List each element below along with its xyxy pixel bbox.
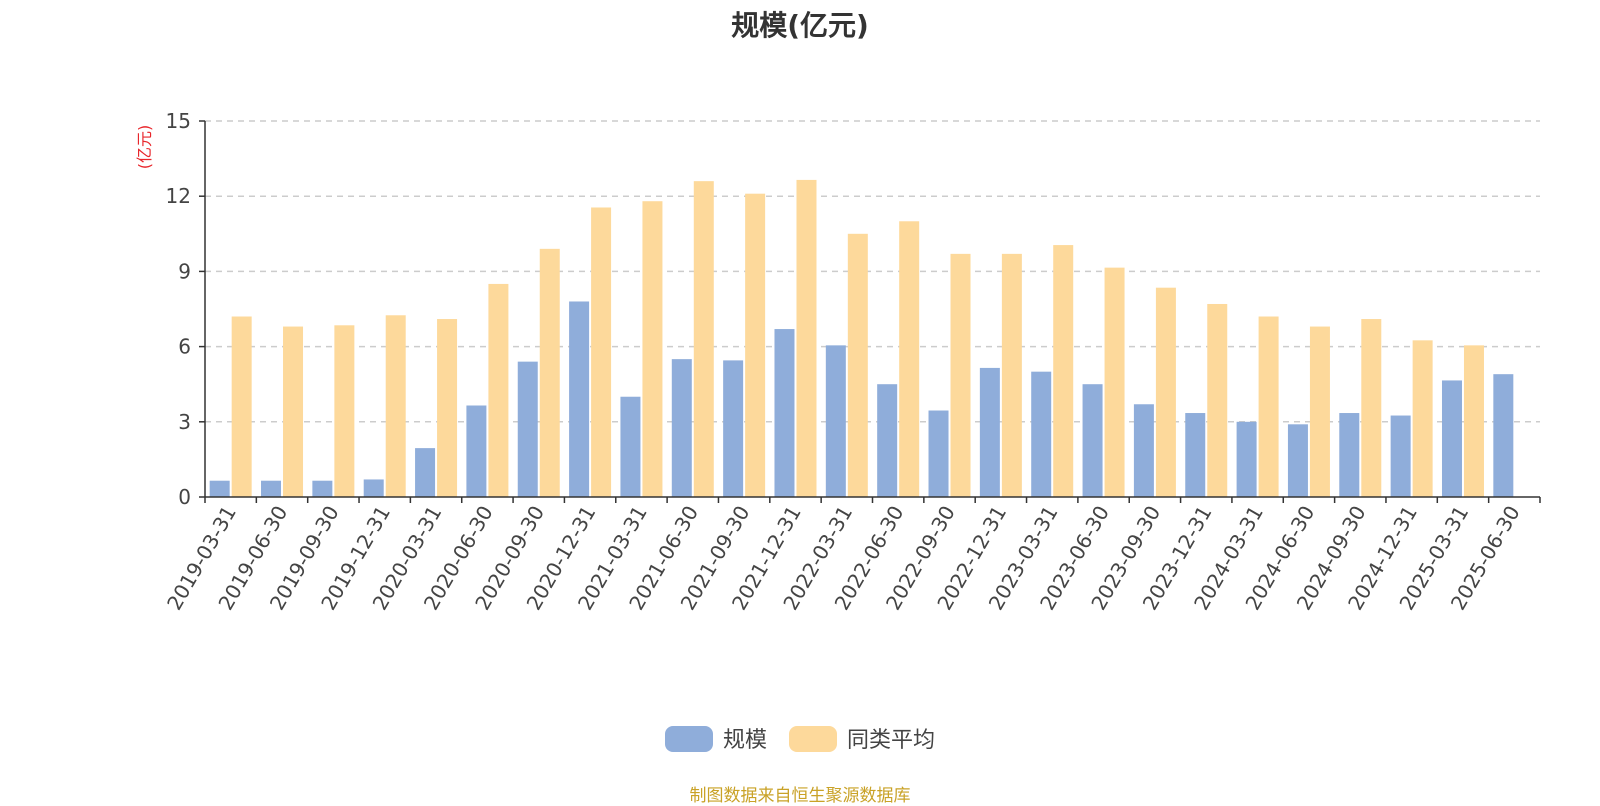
legend-item[interactable]: 规模: [665, 726, 767, 753]
bar-peer-average: [1309, 326, 1330, 497]
bar-scale: [517, 361, 538, 497]
bar-peer-average: [283, 326, 304, 497]
bar-scale: [620, 396, 641, 497]
bar-peer-average: [693, 181, 714, 497]
bar-scale: [1082, 384, 1103, 497]
bar-peer-average: [1001, 253, 1022, 497]
bar-scale: [261, 480, 282, 497]
bar-scale: [466, 405, 487, 497]
bar-scale: [1185, 413, 1206, 497]
bar-scale: [1390, 415, 1411, 497]
bar-peer-average: [334, 325, 355, 497]
bar-peer-average: [591, 207, 612, 498]
legend-label: 规模: [723, 728, 767, 753]
bar-scale: [569, 301, 590, 497]
bar-scale: [1339, 413, 1360, 497]
y-axis-label: (亿元): [135, 125, 154, 170]
bar-peer-average: [950, 253, 971, 497]
bar-scale: [671, 359, 692, 497]
bar-scale: [312, 480, 333, 497]
data-source-note: 制图数据来自恒生聚源数据库: [689, 786, 911, 806]
bar-scale: [1493, 374, 1514, 497]
legend-swatch: [665, 726, 713, 752]
bar-peer-average: [437, 319, 458, 497]
chart-title: 规模(亿元): [731, 9, 869, 42]
bar-scale: [928, 410, 949, 497]
bar-peer-average: [796, 179, 817, 497]
bar-scale: [1441, 380, 1462, 497]
legend-item[interactable]: 同类平均: [789, 726, 935, 753]
bar-peer-average: [539, 248, 560, 497]
bar-scale: [979, 367, 1000, 497]
bar-peer-average: [1207, 303, 1228, 497]
bar-peer-average: [1361, 319, 1382, 497]
bar-peer-average: [1155, 287, 1176, 497]
bar-peer-average: [1053, 245, 1074, 497]
y-tick-label: 0: [178, 485, 191, 509]
bar-peer-average: [385, 315, 406, 497]
bar-scale: [774, 329, 795, 497]
bar-scale: [825, 345, 846, 497]
y-tick-label: 6: [178, 335, 191, 359]
bar-scale: [877, 384, 898, 497]
bar-peer-average: [1104, 267, 1125, 497]
bar-scale: [1133, 404, 1154, 497]
bar-peer-average: [1258, 316, 1279, 497]
bar-scale: [363, 479, 384, 497]
bar-peer-average: [1412, 340, 1433, 497]
bar-scale: [1287, 424, 1308, 497]
bar-scale: [1236, 421, 1257, 497]
y-tick-label: 12: [166, 184, 191, 208]
bar-peer-average: [1463, 345, 1484, 497]
legend-label: 同类平均: [847, 728, 935, 753]
bar-scale: [209, 480, 230, 497]
bar-peer-average: [642, 201, 663, 498]
bar-scale: [723, 360, 744, 497]
bar-peer-average: [847, 233, 868, 498]
y-tick-label: 15: [166, 109, 191, 133]
y-tick-label: 3: [178, 410, 191, 434]
bar-peer-average: [745, 193, 766, 497]
bar-peer-average: [231, 316, 252, 497]
bar-peer-average: [899, 221, 920, 497]
legend-swatch: [789, 726, 837, 752]
bar-peer-average: [488, 283, 509, 497]
bar-scale: [415, 448, 436, 497]
bar-scale: [1031, 371, 1052, 497]
y-tick-label: 9: [178, 259, 191, 283]
